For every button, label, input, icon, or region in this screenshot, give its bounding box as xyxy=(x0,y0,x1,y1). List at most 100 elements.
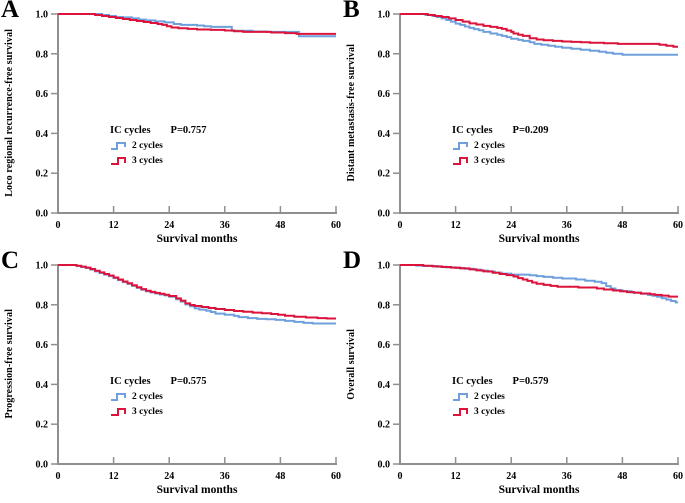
legend-entry-2-cycles: 2 cycles xyxy=(110,391,207,402)
legend-entry-3-cycles: 3 cycles xyxy=(452,155,549,166)
panel-letter: C xyxy=(1,247,20,274)
y-tick-label: 1.0 xyxy=(36,261,49,272)
step-line-icon xyxy=(453,393,468,401)
legend-entry-label: 2 cycles xyxy=(474,391,505,402)
legend: IC cycles P=0.757 2 cycles 3 cycles xyxy=(110,125,207,166)
legend: IC cycles P=0.209 2 cycles 3 cycles xyxy=(452,125,549,166)
x-tick-label: 48 xyxy=(275,220,285,231)
x-tick-label: 0 xyxy=(398,220,403,231)
axes xyxy=(399,13,679,214)
x-tick-label: 36 xyxy=(220,220,230,231)
step-line-icon xyxy=(111,408,126,416)
y-tick-label: 0.6 xyxy=(378,89,391,100)
y-tick-label: 0.0 xyxy=(378,209,391,220)
axes xyxy=(399,264,679,465)
legend-entry-label: 3 cycles xyxy=(132,155,163,166)
legend-entry-3-cycles: 3 cycles xyxy=(110,406,207,417)
y-axis-label: Overall survival xyxy=(345,328,357,400)
panel-letter: A xyxy=(1,0,20,23)
x-tick-label: 48 xyxy=(617,471,627,482)
p-value-label: P=0.575 xyxy=(170,376,207,387)
legend-title: IC cycles xyxy=(452,376,493,387)
km-curve-3-cycles xyxy=(58,264,336,320)
legend: IC cycles P=0.579 2 cycles 3 cycles xyxy=(452,376,549,417)
panel-a: 0.0 0.2 0.4 0.6 0.8 1.0 0 12 24 36 48 60 A Loco reg… xyxy=(0,0,342,251)
y-tick-label: 0.2 xyxy=(36,169,49,180)
x-tick-label: 48 xyxy=(275,471,285,482)
x-axis-label: Survival months xyxy=(156,233,238,245)
y-tick-label: 0.2 xyxy=(378,420,391,431)
y-tick-label: 0.2 xyxy=(36,420,49,431)
x-tick-label: 0 xyxy=(56,220,61,231)
legend-entry-label: 2 cycles xyxy=(132,391,163,402)
x-tick-label: 12 xyxy=(451,471,461,482)
y-tick-label: 0.6 xyxy=(378,340,391,351)
x-tick-label: 36 xyxy=(220,471,230,482)
y-tick-label: 0.4 xyxy=(36,129,49,140)
y-axis-label: Distant metastasis-free survival xyxy=(345,44,357,182)
p-value-label: P=0.209 xyxy=(512,125,549,136)
axes xyxy=(57,264,337,465)
y-tick-label: 0.8 xyxy=(378,300,391,311)
km-curve-2-cycles xyxy=(400,13,678,56)
y-tick-label: 0.6 xyxy=(36,89,49,100)
step-line-icon xyxy=(453,157,468,165)
legend-entry-label: 3 cycles xyxy=(132,406,163,417)
x-tick-label: 60 xyxy=(331,471,341,482)
legend-title: IC cycles xyxy=(110,125,151,136)
y-tick-label: 1.0 xyxy=(378,10,391,21)
x-axis-label: Survival months xyxy=(156,484,238,496)
legend-entry-3-cycles: 3 cycles xyxy=(452,406,549,417)
x-axis-label: Survival months xyxy=(498,233,580,245)
km-plot-b: 0.0 0.2 0.4 0.6 0.8 1.0 0 12 24 36 48 60 xyxy=(378,10,684,232)
y-tick-label: 1.0 xyxy=(378,261,391,272)
x-tick-label: 0 xyxy=(56,471,61,482)
legend-entry-2-cycles: 2 cycles xyxy=(110,140,207,151)
km-curve-3-cycles xyxy=(400,264,678,298)
x-tick-label: 0 xyxy=(398,471,403,482)
step-line-icon xyxy=(111,393,126,401)
x-tick-label: 60 xyxy=(331,220,341,231)
x-tick-label: 24 xyxy=(164,220,174,231)
x-tick-label: 12 xyxy=(109,471,119,482)
y-axis-label: Loco regional recurrence-free survival xyxy=(3,29,15,197)
km-plot-a: 0.0 0.2 0.4 0.6 0.8 1.0 0 12 24 36 48 60 xyxy=(36,10,342,232)
step-line-icon xyxy=(111,142,126,150)
x-tick-label: 24 xyxy=(506,471,516,482)
y-tick-label: 0.8 xyxy=(36,49,49,60)
legend-entry-label: 2 cycles xyxy=(474,140,505,151)
legend-entry-label: 2 cycles xyxy=(132,140,163,151)
km-curve-3-cycles xyxy=(400,13,678,48)
y-tick-label: 0.4 xyxy=(378,129,391,140)
panel-b: 0.0 0.2 0.4 0.6 0.8 1.0 0 12 24 36 48 60 B Distant … xyxy=(342,0,685,251)
legend-entry-2-cycles: 2 cycles xyxy=(452,140,549,151)
p-value-label: P=0.757 xyxy=(170,125,207,136)
panel-letter: D xyxy=(343,247,362,274)
axes xyxy=(57,13,337,214)
x-tick-label: 60 xyxy=(673,220,683,231)
x-tick-label: 12 xyxy=(109,220,119,231)
y-tick-label: 0.4 xyxy=(378,380,391,391)
x-tick-label: 60 xyxy=(673,471,683,482)
legend: IC cycles P=0.575 2 cycles 3 cycles xyxy=(110,376,207,417)
y-tick-label: 0.2 xyxy=(378,169,391,180)
legend-entry-3-cycles: 3 cycles xyxy=(110,155,207,166)
panel-letter: B xyxy=(343,0,360,23)
step-line-icon xyxy=(453,142,468,150)
km-curve-3-cycles xyxy=(58,13,336,35)
legend-entry-label: 3 cycles xyxy=(474,406,505,417)
y-tick-label: 0.8 xyxy=(378,49,391,60)
y-tick-label: 0.0 xyxy=(36,460,49,471)
x-tick-label: 36 xyxy=(562,471,572,482)
x-tick-label: 24 xyxy=(164,471,174,482)
y-tick-label: 0.0 xyxy=(378,460,391,471)
step-line-icon xyxy=(111,157,126,165)
x-tick-label: 36 xyxy=(562,220,572,231)
km-plot-d: 0.0 0.2 0.4 0.6 0.8 1.0 0 12 24 36 48 60 xyxy=(378,261,684,483)
y-tick-label: 0.8 xyxy=(36,300,49,311)
legend-title: IC cycles xyxy=(110,376,151,387)
y-tick-label: 0.0 xyxy=(36,209,49,220)
x-tick-label: 12 xyxy=(451,220,461,231)
panel-c: 0.0 0.2 0.4 0.6 0.8 1.0 0 12 24 36 48 60 C Progress… xyxy=(0,247,342,503)
x-tick-label: 24 xyxy=(506,220,516,231)
